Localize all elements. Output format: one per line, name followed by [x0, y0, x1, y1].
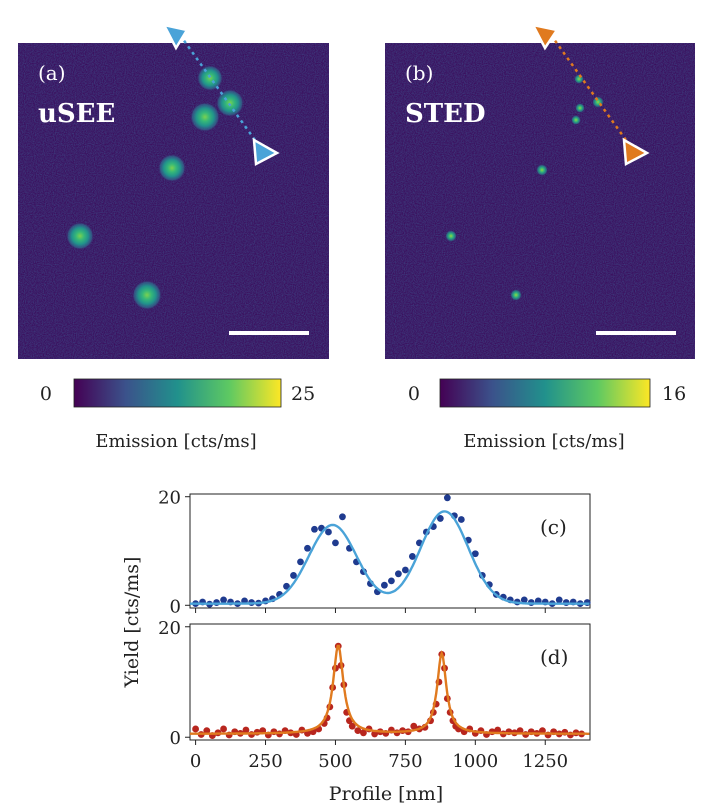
emitter-spot: [190, 102, 220, 132]
plot-frame: [189, 623, 591, 741]
x-tick-label: 1000: [452, 751, 498, 772]
emitter-spot: [197, 65, 223, 91]
profile-plot-c: 0 20 (c): [158, 488, 591, 617]
emitter-spot: [132, 280, 162, 310]
profile-y-axis-label: Yield [cts/ms]: [121, 557, 143, 689]
profile-x-axis-label: Profile [nm]: [329, 783, 443, 805]
data-point: [203, 727, 211, 735]
data-point: [457, 516, 465, 523]
colorbar-a: 0 25 Emission [cts/ms]: [40, 378, 315, 452]
profile-plot-d: 0 20 (d): [158, 618, 591, 749]
data-point: [325, 528, 332, 536]
x-tick-label: 1250: [522, 751, 568, 772]
profile-end-arrow-b: [622, 137, 650, 166]
y-tick-label: 20: [158, 488, 181, 509]
panel-b-method: STED: [405, 99, 486, 129]
data-point: [220, 596, 227, 604]
panel-b-image: (b) STED: [385, 43, 695, 359]
emitter-spot: [445, 230, 457, 242]
fit-curve: [190, 510, 590, 605]
emitter-spot: [510, 289, 522, 301]
data-point: [220, 725, 227, 733]
data-point: [381, 581, 388, 589]
colorbar-a-label: Emission [cts/ms]: [95, 431, 256, 452]
emitter-spot: [575, 103, 585, 113]
data-point: [436, 515, 444, 522]
emitter-spot: [158, 154, 186, 182]
emitter-spot: [571, 115, 581, 125]
y-tick-label: 0: [170, 596, 181, 617]
data-point: [360, 729, 367, 737]
data-point: [290, 572, 297, 579]
y-tick-label: 0: [170, 728, 181, 749]
profile-end-arrow-a: [252, 137, 280, 166]
panel-a-noise: [18, 43, 329, 359]
colorbar-a-min: 0: [40, 383, 52, 405]
colorbar-b-min: 0: [408, 383, 420, 405]
plot-frame: [189, 493, 591, 609]
colorbar-b-gradient: [439, 378, 651, 408]
colorbar-a-gradient: [73, 378, 282, 408]
colorbar-b-label: Emission [cts/ms]: [463, 431, 624, 452]
data-point: [339, 513, 346, 521]
panel-a-spots: [66, 65, 244, 310]
panel-a-tag: (a): [38, 61, 66, 85]
data-point: [297, 558, 304, 566]
colorbar-a-max: 25: [291, 383, 315, 405]
panel-a-method: uSEE: [38, 99, 115, 129]
data-point: [354, 727, 362, 735]
data-point: [555, 596, 563, 604]
profile-start-arrow-a: [161, 23, 189, 51]
fit-curve: [190, 644, 590, 735]
colorbar-b: 0 16 Emission [cts/ms]: [408, 378, 686, 452]
data-point: [283, 582, 290, 590]
panel-b-tag: (b): [405, 61, 433, 85]
x-tick-label: 500: [318, 751, 352, 772]
data-point: [332, 539, 339, 547]
data-point: [443, 494, 451, 502]
data-point: [304, 544, 311, 552]
plot-panel-tag: (d): [540, 645, 568, 669]
x-tick-label: 0: [190, 751, 201, 772]
data-point: [387, 577, 395, 585]
emitter-spot: [66, 222, 94, 250]
profile-x-ticks: 0 250 500 750 1000 1250: [190, 751, 568, 772]
profile-line-b: [549, 34, 635, 151]
data-point: [348, 722, 356, 730]
panel-b-noise: [385, 43, 695, 359]
colorbar-b-max: 16: [662, 383, 686, 405]
data-point: [311, 525, 318, 533]
x-tick-label: 250: [248, 751, 282, 772]
data-point: [394, 570, 402, 578]
data-point: [192, 725, 199, 733]
data-point: [520, 596, 528, 604]
panel-b-spots: [445, 74, 604, 301]
plot-panel-tag: (c): [540, 515, 567, 539]
data-point: [408, 553, 416, 560]
panel-a-image: (a) uSEE: [18, 43, 329, 359]
x-tick-label: 750: [388, 751, 422, 772]
profile-line-a: [178, 34, 264, 151]
data-point: [242, 726, 250, 734]
data-point: [401, 566, 409, 574]
emitter-spot: [536, 164, 548, 176]
y-tick-label: 20: [158, 618, 181, 639]
profile-start-arrow-b: [530, 23, 560, 51]
data-point: [471, 550, 479, 558]
data-point: [410, 722, 418, 730]
emitter-spot: [592, 96, 604, 108]
data-point: [539, 727, 546, 735]
